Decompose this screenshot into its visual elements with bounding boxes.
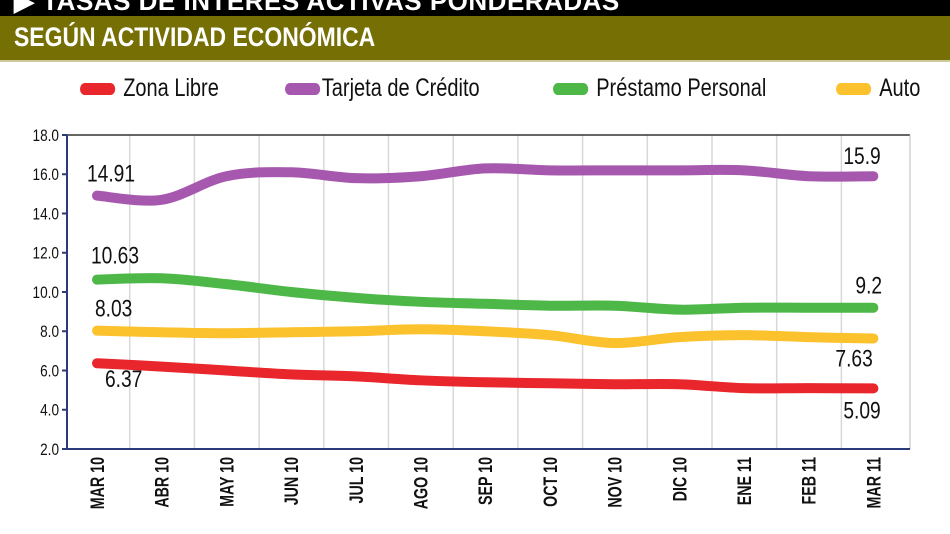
series-line-auto [92, 324, 879, 349]
data-label: 8.03 [95, 295, 132, 323]
y-tick-label: 8.0 [40, 323, 59, 342]
x-tick-label: DIC 10 [669, 457, 690, 501]
legend-label: Auto [879, 74, 921, 102]
x-tick-label: OCT 10 [540, 457, 561, 507]
x-tick-label: ABR 10 [152, 457, 173, 508]
data-label: 14.91 [87, 160, 135, 188]
legend-swatch [285, 82, 321, 95]
legend-item-zona-libre: Zona Libre [80, 74, 219, 103]
data-label: 6.37 [105, 365, 142, 393]
data-label: 5.09 [843, 396, 880, 424]
x-tick-label: AGO 10 [411, 457, 432, 509]
x-tick-label: FEB 11 [799, 457, 820, 504]
chart-subtitle: SEGÚN ACTIVIDAD ECONÓMICA [14, 22, 376, 52]
series-line-préstamo-personal [92, 273, 879, 315]
legend-swatch [80, 82, 116, 95]
y-tick-label: 2.0 [40, 441, 59, 460]
legend-label: Préstamo Personal [596, 74, 767, 102]
subtitle-bar: SEGÚN ACTIVIDAD ECONÓMICA [0, 16, 950, 62]
data-label: 10.63 [91, 242, 139, 270]
x-tick-label: MAY 10 [216, 457, 237, 507]
x-tick-label: JUL 10 [346, 457, 367, 503]
legend-label: Tarjeta de Crédito [321, 74, 480, 102]
x-tick-label: JUN 10 [281, 457, 302, 505]
legend-swatch [836, 82, 872, 95]
legend: Zona Libre Tarjeta de Crédito Préstamo P… [0, 74, 950, 104]
x-tick-label: ENE 11 [734, 457, 755, 505]
legend-item-auto: Auto [836, 74, 920, 103]
legend-label: Zona Libre [123, 74, 219, 102]
data-label: 7.63 [835, 344, 872, 372]
x-tick-label: MAR 11 [863, 457, 884, 508]
x-tick-label: MAR 10 [87, 457, 108, 509]
legend-item-tarjeta: Tarjeta de Crédito [285, 74, 480, 103]
chart-title: ▶ TASAS DE INTERÉS ACTIVAS PONDERADAS [14, 0, 620, 16]
y-tick-label: 12.0 [33, 244, 59, 263]
y-tick-label: 6.0 [40, 362, 59, 381]
y-tick-label: 4.0 [40, 401, 59, 420]
y-tick-label: 10.0 [33, 284, 59, 303]
y-tick-label: 16.0 [33, 166, 59, 185]
legend-swatch [553, 82, 589, 95]
legend-item-prestamo: Préstamo Personal [553, 74, 766, 103]
series-line-zona-libre [92, 358, 879, 394]
title-bar: ▶ TASAS DE INTERÉS ACTIVAS PONDERADAS [0, 0, 950, 16]
x-tick-label: SEP 10 [475, 457, 496, 505]
y-tick-label: 18.0 [33, 127, 59, 146]
y-tick-label: 14.0 [33, 205, 59, 224]
data-label: 9.2 [855, 272, 882, 300]
series-line-tarjeta-de-crédito [92, 163, 879, 206]
x-tick-label: NOV 10 [605, 457, 626, 508]
data-label: 15.9 [843, 142, 880, 170]
